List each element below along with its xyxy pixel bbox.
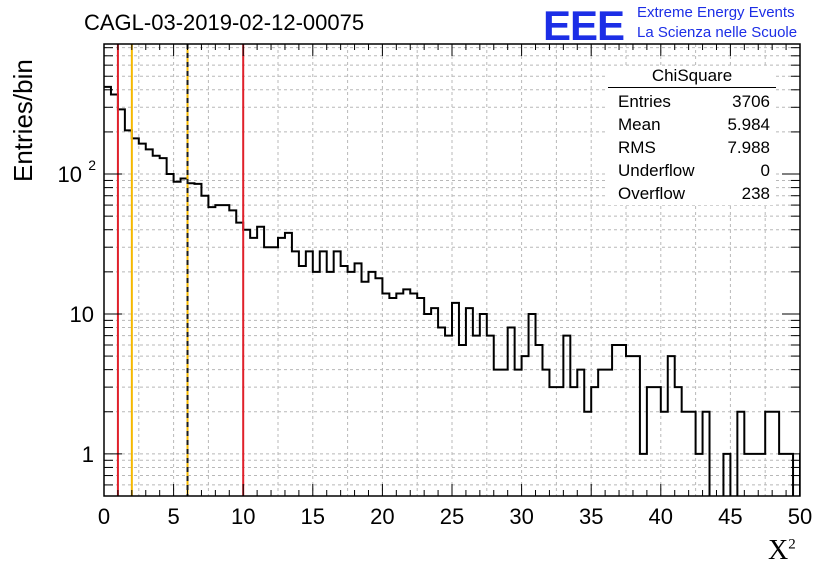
x-tick-label: 0 [98, 504, 110, 529]
stats-label: Underflow [618, 161, 695, 180]
stats-value: 7.988 [727, 138, 770, 157]
stats-value: 3706 [732, 92, 770, 111]
stats-value: 0 [760, 161, 770, 180]
x-tick-label: 15 [301, 504, 325, 529]
histogram-series [104, 85, 800, 496]
y-tick-label: 10 [70, 302, 94, 327]
stats-row-overflow: Overflow 238 [608, 182, 776, 205]
stats-label: Entries [618, 92, 671, 111]
x-tick-label: 45 [718, 504, 742, 529]
x-tick-label: 35 [579, 504, 603, 529]
x-axis-label-base: X [768, 535, 789, 566]
stats-title: ChiSquare [608, 66, 776, 88]
y-tick-label: 10 [58, 162, 82, 187]
y-axis-label: Entries/bin [8, 59, 38, 182]
x-axis-label-superscript: 2 [788, 536, 796, 553]
x-tick-label: 5 [167, 504, 179, 529]
x-tick-label: 10 [231, 504, 255, 529]
x-tick-label: 50 [788, 504, 812, 529]
x-tick-label: 40 [649, 504, 673, 529]
x-tick-label: 20 [370, 504, 394, 529]
stats-label: RMS [618, 138, 656, 157]
eee-logo-line2: La Scienza nelle Scuole [637, 24, 798, 41]
stats-box: ChiSquare Entries 3706 Mean 5.984 RMS 7.… [608, 66, 776, 205]
x-tick-label: 30 [509, 504, 533, 529]
stats-row-mean: Mean 5.984 [608, 113, 776, 136]
stats-label: Mean [618, 115, 661, 134]
eee-logo-mark: EEE [543, 2, 625, 49]
x-axis-label: X2 [768, 535, 796, 567]
eee-logo-line1: Extreme Energy Events [637, 4, 795, 21]
stats-row-underflow: Underflow 0 [608, 159, 776, 182]
stats-value: 238 [741, 184, 770, 203]
stats-label: Overflow [618, 184, 686, 203]
plot-title: CAGL-03-2019-02-12-00075 [84, 10, 365, 35]
stats-row-rms: RMS 7.988 [608, 136, 776, 159]
x-tick-label: 25 [440, 504, 464, 529]
stats-value: 5.984 [727, 115, 770, 134]
stats-row-entries: Entries 3706 [608, 90, 776, 113]
y-tick-label-exponent: 2 [88, 157, 96, 173]
y-tick-label: 1 [82, 442, 94, 467]
